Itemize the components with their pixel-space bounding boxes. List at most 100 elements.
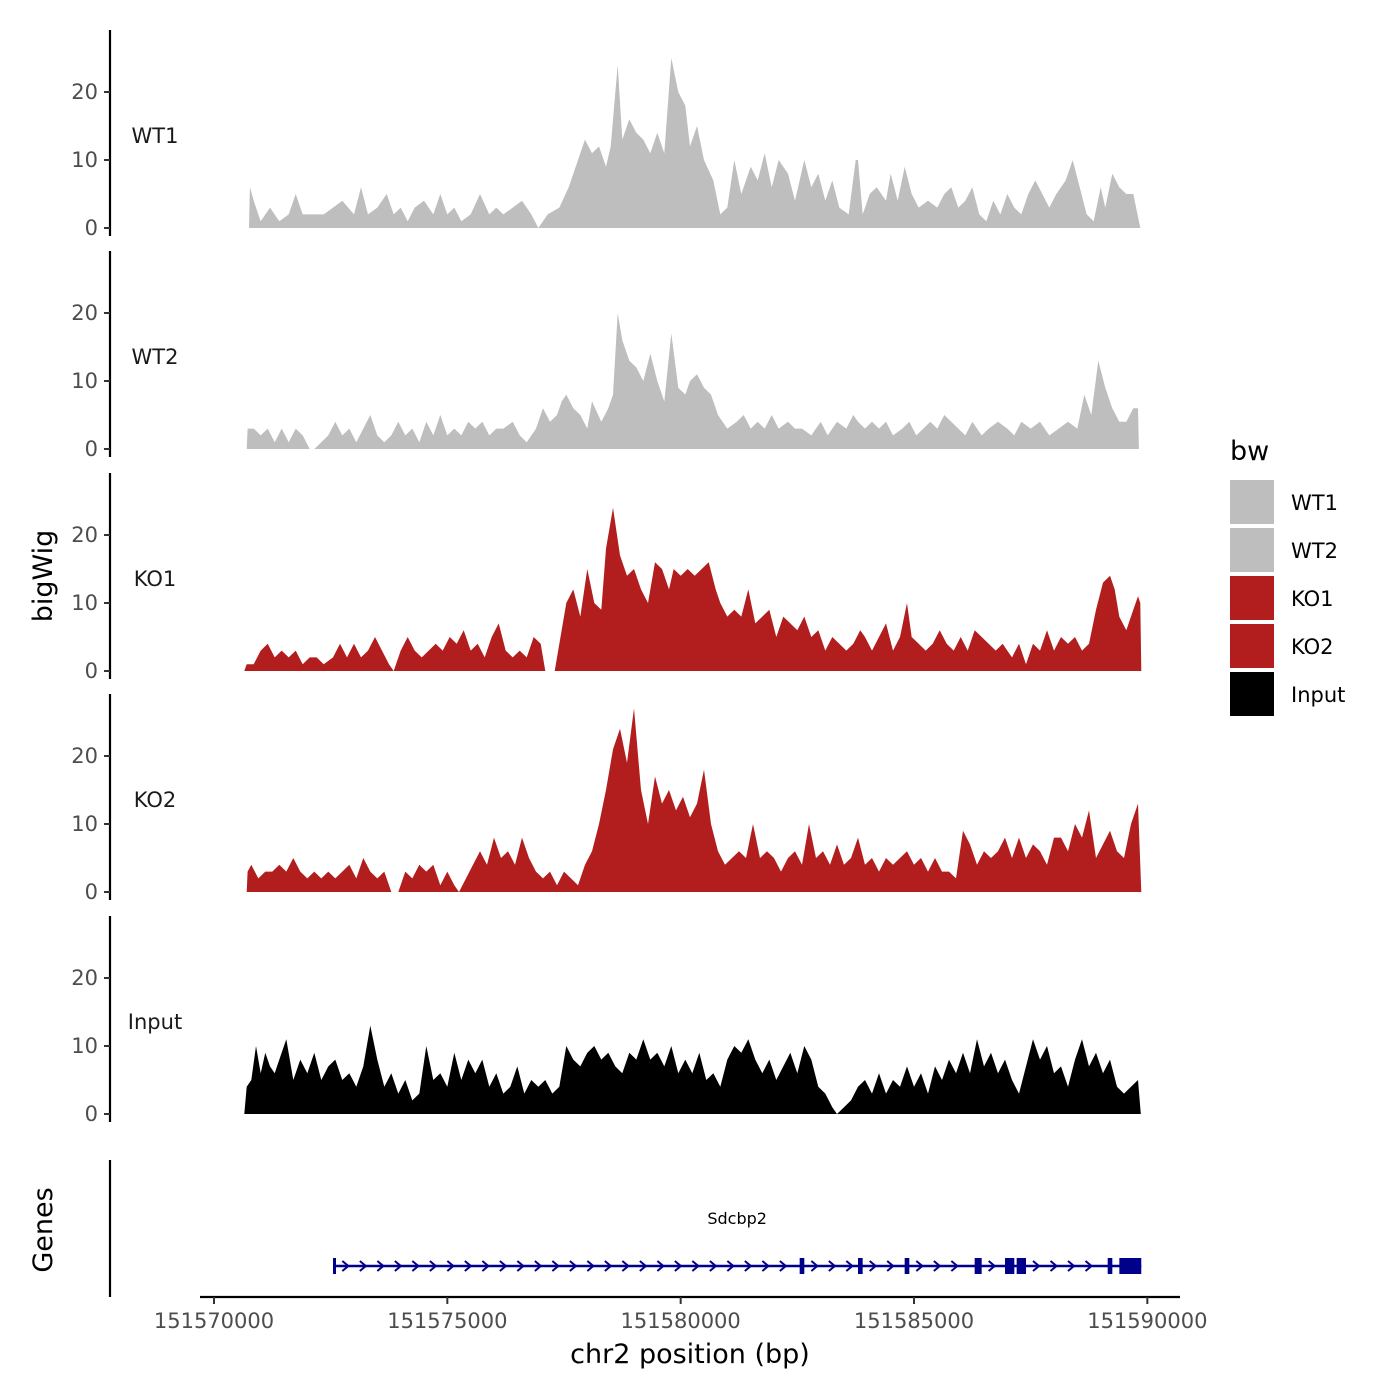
signal-area-wt2: [246, 313, 1139, 449]
x-tick-label: 151585000: [854, 1309, 974, 1333]
y-tick-label: 10: [71, 812, 98, 836]
exon: [904, 1258, 910, 1274]
strand-arrow: [726, 1260, 735, 1272]
y-tick-label: 20: [71, 80, 98, 104]
strand-arrow: [709, 1260, 718, 1272]
y-tick-label: 20: [71, 744, 98, 768]
genes-panel: Sdcbp2: [108, 1160, 1142, 1297]
strand-arrow: [828, 1260, 837, 1272]
y-tick-label: 0: [85, 880, 98, 904]
track-wt2: 0 10 20 WT2: [71, 251, 1139, 461]
y-tick-label: 0: [85, 216, 98, 240]
strand-arrow: [376, 1260, 385, 1272]
strand-arrow: [845, 1260, 854, 1272]
strand-arrow: [988, 1260, 997, 1272]
strand-arrow: [341, 1260, 350, 1272]
track-wt1: 0 10 20 WT1: [71, 30, 1141, 240]
track-label: Input: [128, 1010, 182, 1034]
strand-arrow: [394, 1260, 403, 1272]
strand-arrow: [499, 1260, 508, 1272]
track-label: WT1: [132, 124, 179, 148]
legend-swatch-ko1: [1230, 576, 1274, 620]
y-tick-label: 0: [85, 659, 98, 683]
track-ko2: 0 10 20 KO2: [71, 694, 1142, 904]
strand-arrow: [621, 1260, 630, 1272]
strand-arrow: [915, 1260, 924, 1272]
genes-axis-title: Genes: [28, 1187, 59, 1272]
strand-arrow: [569, 1260, 578, 1272]
bigwig-tracks: 0 10 20 WT1 0 10 20 WT2 0 10 20 KO1 0 10 20 KO2 0 10 20 Inp…: [71, 30, 1142, 1126]
signal-area-ko1: [244, 507, 1142, 671]
y-tick-label: 10: [71, 148, 98, 172]
strand-arrow: [359, 1260, 368, 1272]
x-axis-title: chr2 position (bp): [570, 1339, 810, 1370]
track-label: KO1: [134, 567, 177, 591]
strand-arrow: [534, 1260, 543, 1272]
track-input: 0 10 20 Input: [71, 916, 1141, 1126]
strand-arrow: [674, 1260, 683, 1272]
strand-arrow: [586, 1260, 595, 1272]
y-tick-label: 10: [71, 369, 98, 393]
strand-arrow: [516, 1260, 525, 1272]
legend-label-ko1: KO1: [1291, 587, 1334, 611]
strand-arrow: [950, 1260, 959, 1272]
strand-arrow: [761, 1260, 770, 1272]
strand-arrow: [779, 1260, 788, 1272]
exon: [974, 1258, 982, 1274]
legend-label-ko2: KO2: [1291, 635, 1334, 659]
legend-label-wt2: WT2: [1291, 539, 1338, 563]
y-tick-label: 20: [71, 523, 98, 547]
x-tick-label: 151590000: [1087, 1309, 1207, 1333]
y-tick-label: 10: [71, 591, 98, 615]
gene-model: [333, 1258, 1142, 1274]
y-axis-title: bigWig: [28, 530, 59, 623]
strand-arrow: [886, 1260, 895, 1272]
strand-arrow: [446, 1260, 455, 1272]
gene-name: Sdcbp2: [707, 1209, 767, 1228]
exon: [1005, 1258, 1015, 1274]
y-tick-label: 10: [71, 1034, 98, 1058]
y-tick-label: 0: [85, 1102, 98, 1126]
y-tick-label: 20: [71, 966, 98, 990]
legend-title: bw: [1230, 436, 1269, 467]
strand-arrow: [604, 1260, 613, 1272]
strand-arrow: [1049, 1260, 1059, 1272]
strand-arrow: [744, 1260, 753, 1272]
x-axis: 151570000 151575000 151580000 151585000 1515…: [154, 1295, 1207, 1333]
signal-area-ko2: [246, 708, 1142, 892]
strand-arrow: [1084, 1260, 1094, 1272]
exon: [1107, 1258, 1113, 1274]
exon: [1119, 1258, 1142, 1274]
strand-arrow: [551, 1260, 560, 1272]
strand-arrow: [429, 1260, 438, 1272]
legend: bw WT1 WT2 KO1 KO2 Input: [1230, 436, 1345, 716]
x-tick-label: 151580000: [621, 1309, 741, 1333]
strand-arrow: [1067, 1260, 1076, 1272]
exon: [799, 1258, 805, 1274]
exon: [1016, 1258, 1026, 1274]
strand-arrow: [639, 1260, 648, 1272]
signal-area-input: [244, 1025, 1141, 1114]
legend-swatch-wt2: [1230, 528, 1274, 572]
legend-label-input: Input: [1291, 683, 1345, 707]
strand-arrow: [656, 1260, 665, 1272]
strand-arrow: [464, 1260, 473, 1272]
strand-arrow: [810, 1260, 819, 1272]
legend-swatch-ko2: [1230, 624, 1274, 668]
strand-arrow: [411, 1260, 420, 1272]
track-label: WT2: [132, 345, 179, 369]
legend-swatch-input: [1230, 672, 1274, 716]
legend-swatch-wt1: [1230, 480, 1274, 524]
x-tick-label: 151575000: [387, 1309, 507, 1333]
strand-arrow: [691, 1260, 700, 1272]
exon: [858, 1258, 863, 1274]
strand-arrow: [1032, 1260, 1041, 1272]
legend-label-wt1: WT1: [1291, 491, 1338, 515]
x-tick-label: 151570000: [154, 1309, 274, 1333]
track-ko1: 0 10 20 KO1: [71, 473, 1142, 683]
strand-arrow: [933, 1260, 942, 1272]
y-tick-label: 20: [71, 301, 98, 325]
signal-area-wt1: [249, 58, 1141, 228]
strand-arrow: [869, 1260, 878, 1272]
